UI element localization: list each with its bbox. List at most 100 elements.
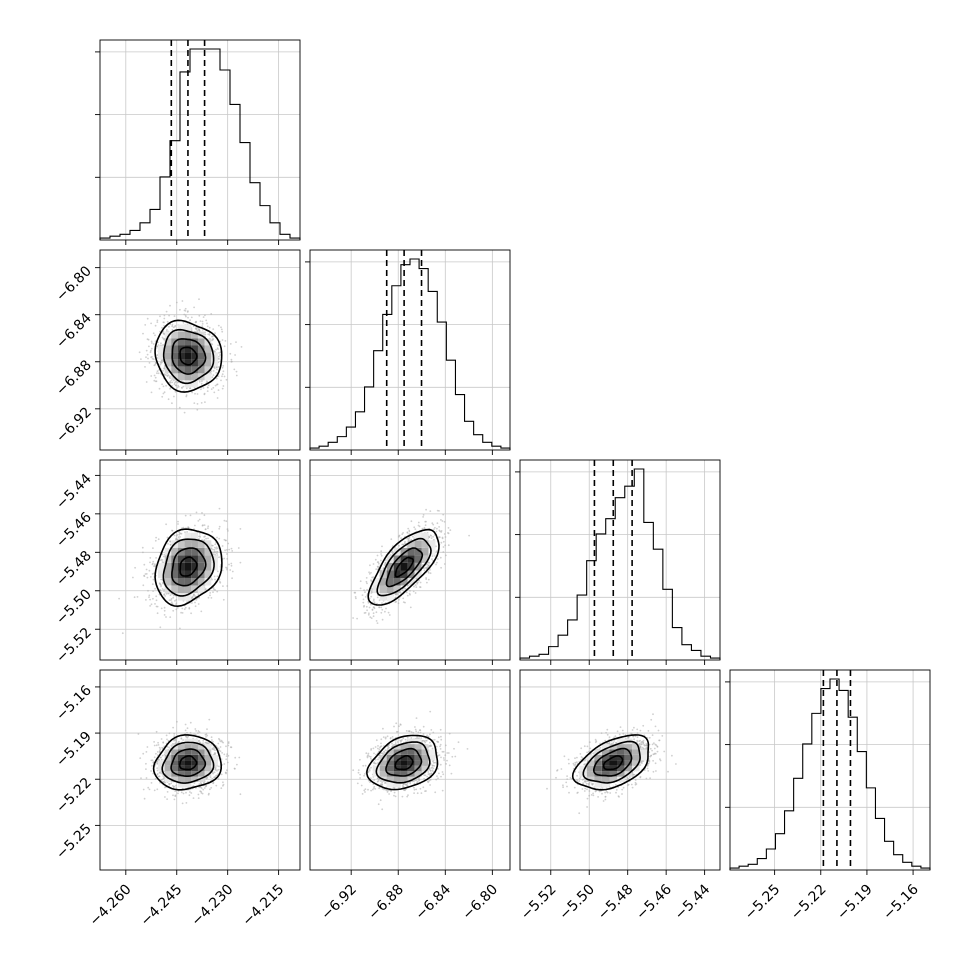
sample-point: [372, 747, 375, 750]
sample-point: [155, 595, 158, 598]
sample-point: [378, 756, 380, 759]
sample-point: [182, 739, 185, 741]
sample-point: [162, 555, 165, 558]
density-cell: [386, 765, 394, 772]
sample-point: [237, 547, 240, 549]
sample-point: [365, 605, 368, 608]
sample-point: [178, 740, 180, 743]
sample-point: [221, 366, 224, 369]
density-cell: [379, 593, 387, 601]
sample-point: [572, 762, 575, 765]
panel-frame: [519, 459, 721, 661]
density-cell: [617, 771, 625, 777]
sample-point: [442, 540, 445, 543]
sample-point: [168, 732, 171, 735]
sample-point: [446, 759, 448, 762]
density-cell: [617, 749, 625, 755]
sample-point: [156, 319, 159, 322]
sample-point: [422, 567, 425, 570]
sample-point: [172, 794, 174, 797]
sample-point: [160, 342, 162, 345]
density-cell: [379, 585, 387, 594]
sample-point: [178, 533, 181, 536]
density-cell: [164, 338, 172, 346]
sample-point: [357, 771, 360, 774]
density-cell: [602, 782, 610, 788]
sample-point: [642, 724, 645, 727]
sample-point: [441, 771, 444, 773]
sample-point: [212, 374, 215, 376]
contour-line: [162, 538, 215, 597]
sample-point: [440, 738, 443, 741]
sample-point: [375, 739, 378, 742]
sample-point: [633, 726, 635, 729]
sample-point: [167, 543, 169, 545]
density-cell: [184, 555, 192, 563]
sample-point: [382, 736, 385, 738]
sample-point: [155, 752, 157, 755]
density-cell: [400, 776, 408, 782]
sample-point: [597, 796, 599, 798]
sample-point: [374, 758, 377, 761]
contour-line: [179, 556, 198, 577]
sample-point: [157, 741, 160, 744]
scatter-area: [352, 508, 470, 624]
sample-point: [395, 722, 398, 725]
density-cell: [164, 755, 172, 761]
sample-point: [189, 721, 192, 724]
sample-point: [168, 782, 171, 785]
sample-point: [142, 752, 145, 755]
sample-point: [369, 777, 372, 780]
sample-point: [377, 562, 380, 565]
density-cell: [421, 540, 429, 548]
density-cell: [586, 755, 595, 761]
sample-point: [212, 740, 214, 743]
density-cell: [178, 555, 185, 563]
sample-point: [574, 761, 577, 764]
sample-point: [212, 587, 215, 590]
sample-point: [375, 620, 378, 622]
sample-point: [157, 372, 160, 375]
sample-point: [356, 617, 358, 620]
sample-point: [160, 758, 163, 761]
sample-point: [179, 627, 181, 630]
sample-point: [166, 374, 168, 377]
sample-point: [179, 308, 181, 311]
sample-point: [221, 373, 224, 376]
sample-point: [166, 738, 168, 741]
sample-point: [187, 316, 189, 319]
contour-line: [385, 747, 423, 777]
sample-point: [590, 753, 592, 755]
sample-point: [144, 573, 147, 575]
density-cell: [400, 771, 408, 777]
sample-point: [198, 731, 201, 733]
sample-point: [368, 612, 370, 615]
sample-point: [601, 787, 604, 790]
sample-point: [201, 323, 204, 325]
sample-point: [431, 747, 434, 750]
sample-point: [626, 784, 629, 787]
sample-point: [648, 736, 651, 739]
sample-point: [187, 310, 189, 312]
sample-point: [138, 351, 141, 354]
sample-point: [445, 763, 447, 765]
sample-point: [604, 795, 607, 798]
sample-point: [428, 536, 431, 538]
sample-point: [164, 796, 166, 798]
density-cell: [184, 532, 192, 541]
sample-point: [430, 537, 433, 539]
sample-point: [413, 585, 415, 588]
sample-point: [227, 744, 230, 747]
sample-point: [185, 394, 188, 397]
sample-point: [215, 372, 218, 374]
sample-point: [636, 732, 639, 735]
sample-point: [207, 527, 209, 530]
sample-point: [153, 364, 156, 367]
sample-point: [200, 402, 203, 404]
sample-point: [166, 798, 169, 800]
density-cell: [164, 776, 172, 782]
sample-point: [202, 788, 205, 791]
sample-point: [161, 754, 164, 757]
sample-point: [204, 741, 207, 744]
sample-point: [137, 733, 140, 735]
